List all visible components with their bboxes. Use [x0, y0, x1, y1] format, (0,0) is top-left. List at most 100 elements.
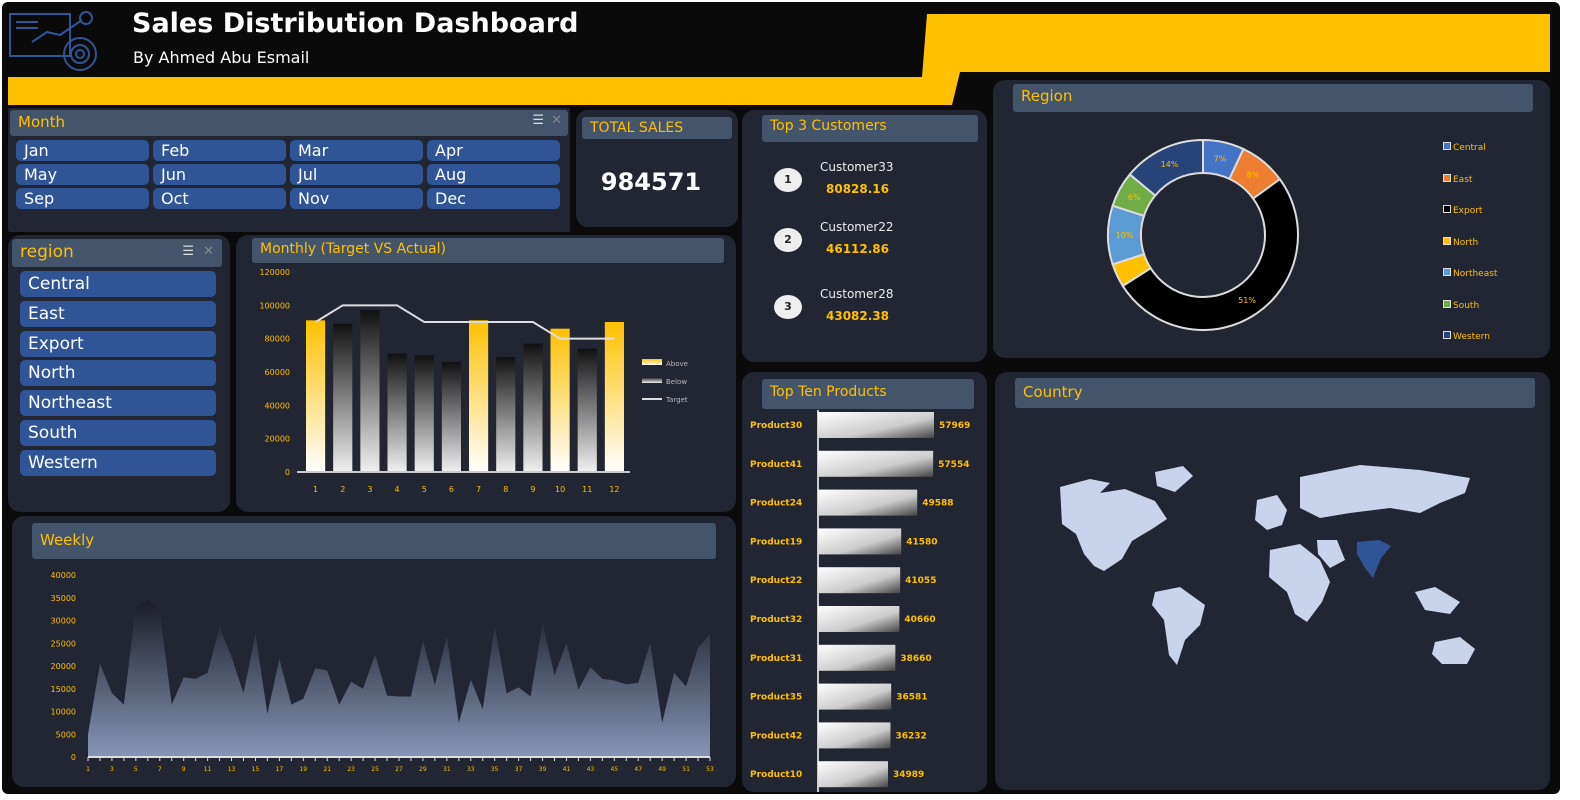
x-tick-label: 13: [228, 766, 236, 773]
product-bar: [818, 412, 934, 438]
x-tick-label: 35: [491, 766, 499, 773]
x-tick-label: 43: [587, 766, 595, 773]
product-bar: [818, 489, 918, 516]
map-se-asia: [1415, 587, 1460, 614]
region-slicer: region ☰ ✕ Central East Export North Northea…: [8, 235, 230, 512]
month-slicer-header: Month ☰ ✕: [10, 110, 568, 136]
x-tick-label: 12: [609, 485, 619, 494]
legend-item: East: [1443, 173, 1472, 185]
y-tick-label: 100000: [259, 301, 290, 310]
top-products-title: Top Ten Products: [762, 379, 974, 409]
month-button-nov[interactable]: Nov: [290, 188, 423, 209]
product-label: Product42: [750, 731, 802, 741]
clear-filter-icon[interactable]: ✕: [551, 113, 562, 128]
multi-select-icon[interactable]: ☰: [182, 244, 194, 259]
legend-swatch: [1443, 331, 1451, 339]
month-button-may[interactable]: May: [16, 164, 149, 185]
header-banner: [8, 11, 1550, 105]
month-button-aug[interactable]: Aug: [427, 164, 560, 185]
legend-item: Export: [1443, 205, 1482, 216]
legend-item: Western: [1443, 331, 1490, 342]
x-tick-label: 3: [110, 766, 114, 773]
product-bar: [818, 450, 934, 477]
region-button-northeast[interactable]: Northeast: [20, 390, 216, 417]
product-label: Product10: [750, 770, 802, 780]
weekly-area-chart: 0 5000 10000 15000 20000 25000 30000 35000 40000…: [51, 571, 714, 773]
x-tick-label: 31: [443, 766, 451, 773]
product-value-label: 34989: [893, 770, 924, 780]
top-customers-title: Top 3 Customers: [762, 115, 978, 142]
bar-actual: [523, 343, 543, 472]
month-button-sep[interactable]: Sep: [16, 188, 149, 209]
legend-swatch: [1443, 268, 1451, 276]
product-label: Product31: [750, 654, 802, 664]
x-tick-label: 6: [449, 485, 454, 494]
month-button-mar[interactable]: Mar: [290, 140, 423, 161]
map-greenland: [1155, 466, 1193, 492]
y-tick-label: 0: [285, 468, 290, 477]
x-tick-label: 39: [539, 766, 547, 773]
product-value-label: 57969: [939, 421, 970, 431]
x-tick-label: 25: [371, 766, 379, 773]
x-tick-label: 29: [419, 766, 427, 773]
donut-percent-label: 8%: [1247, 171, 1260, 180]
x-tick-label: 33: [467, 766, 475, 773]
map-europe: [1255, 495, 1287, 530]
donut-percent-label: 51%: [1238, 296, 1256, 305]
rank-badge: 2: [774, 228, 802, 252]
month-button-jan[interactable]: Jan: [16, 140, 149, 161]
x-tick-label: 5: [134, 766, 138, 773]
product-value-label: 41055: [905, 576, 936, 586]
page-subtitle: By Ahmed Abu Esmail: [133, 48, 310, 67]
month-button-apr[interactable]: Apr: [427, 140, 560, 161]
bar-actual: [306, 320, 326, 472]
month-button-feb[interactable]: Feb: [153, 140, 286, 161]
x-tick-label: 45: [610, 766, 618, 773]
legend-label: Northeast: [1453, 269, 1498, 279]
y-tick-label: 0: [71, 753, 76, 762]
y-tick-label: 10000: [51, 708, 76, 717]
clear-filter-icon[interactable]: ✕: [203, 244, 214, 259]
legend-item: Northeast: [1443, 268, 1497, 279]
legend-label: Central: [1453, 143, 1486, 153]
customer-name: Customer33: [820, 160, 894, 174]
donut-slice-western: [1128, 138, 1204, 197]
y-tick-label: 60000: [265, 368, 290, 377]
product-value-label: 36232: [896, 731, 927, 741]
region-button-north[interactable]: North: [20, 360, 216, 387]
y-tick-label: 80000: [265, 335, 290, 344]
customer-sales: 43082.38: [826, 309, 890, 323]
product-value-label: 49588: [922, 499, 953, 509]
x-tick-label: 15: [252, 766, 260, 773]
product-bar: [818, 567, 901, 594]
weekly-area: [88, 600, 710, 757]
top-products-bar-chart: Product30 57969 Product41 57554 Product24 495…: [750, 410, 970, 792]
donut-percent-label: 4%: [1126, 264, 1139, 273]
region-button-western[interactable]: Western: [20, 449, 216, 476]
legend-label: Target: [665, 396, 688, 404]
region-button-east[interactable]: East: [20, 300, 216, 327]
month-button-jun[interactable]: Jun: [153, 164, 286, 185]
x-tick-label: 37: [515, 766, 523, 773]
multi-select-icon[interactable]: ☰: [532, 113, 544, 128]
x-tick-label: 11: [582, 485, 592, 494]
legend-label: South: [1453, 300, 1480, 311]
region-button-south[interactable]: South: [20, 420, 216, 446]
region-button-export[interactable]: Export: [20, 330, 216, 357]
region-chart-panel: Region 7% 8% 51% 4% 10% 6% 14% Central East Expo…: [993, 80, 1550, 358]
map-north-america: [1060, 479, 1167, 571]
bar-actual: [469, 320, 489, 472]
page-title: Sales Distribution Dashboard: [132, 8, 579, 39]
x-tick-label: 27: [395, 766, 403, 773]
world-map: [1060, 465, 1475, 665]
month-button-jul[interactable]: Jul: [290, 164, 423, 185]
bar-actual: [360, 310, 380, 472]
month-button-dec[interactable]: Dec: [427, 188, 560, 209]
legend-item: Central: [1443, 142, 1486, 153]
y-tick-label: 40000: [265, 401, 290, 410]
x-tick-label: 11: [204, 766, 212, 773]
map-russia-asia: [1300, 465, 1470, 518]
month-button-oct[interactable]: Oct: [153, 188, 286, 209]
region-button-central[interactable]: Central: [20, 271, 216, 297]
product-label: Product32: [750, 615, 802, 625]
